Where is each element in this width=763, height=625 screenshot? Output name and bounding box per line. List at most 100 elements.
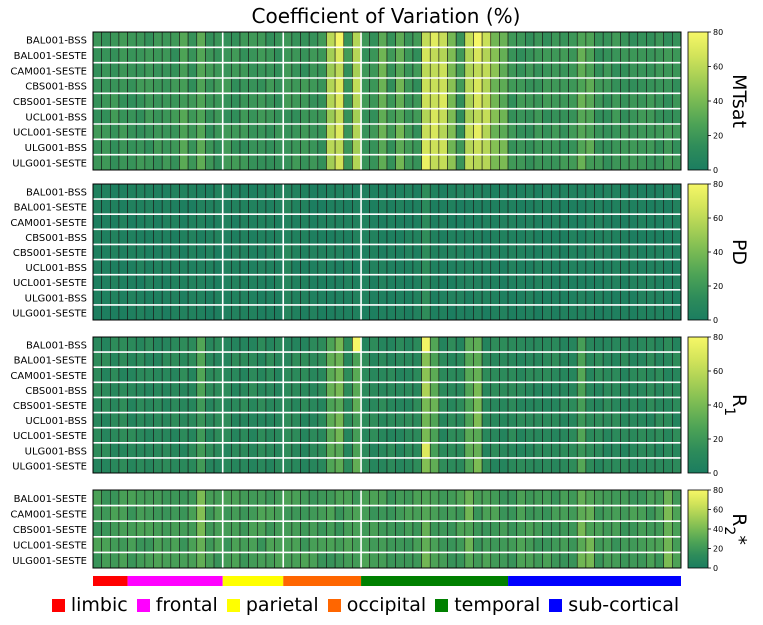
heatmap-cell — [352, 442, 362, 459]
heatmap-cell — [568, 198, 578, 215]
heatmap-cell — [602, 123, 613, 140]
heatmap-cell — [326, 412, 336, 428]
heatmap-cell — [127, 289, 137, 306]
heatmap-cell — [135, 213, 146, 230]
heatmap-cell — [516, 304, 526, 321]
heatmap-cell — [602, 366, 613, 383]
heatmap-cell — [533, 336, 543, 353]
heatmap-cell — [550, 336, 561, 353]
heatmap-cell — [274, 62, 284, 79]
heatmap-cell — [248, 31, 258, 48]
heatmap-cell — [213, 427, 224, 444]
heatmap-cell — [646, 520, 656, 538]
heatmap-cell — [507, 213, 518, 230]
heatmap-cell — [317, 505, 327, 522]
heatmap-cell — [464, 229, 474, 245]
heatmap-cell — [205, 77, 215, 94]
heatmap-cell — [92, 154, 102, 171]
heatmap-cell — [473, 397, 483, 413]
heatmap-cell — [499, 93, 509, 109]
heatmap-cell — [507, 274, 518, 291]
heatmap-cell — [395, 154, 405, 171]
heatmap-cell — [602, 304, 613, 321]
heatmap-cell — [499, 505, 509, 522]
heatmap-cell — [239, 412, 249, 428]
heatmap-cell — [170, 412, 180, 428]
heatmap-cell — [620, 47, 630, 63]
heatmap-cell — [326, 108, 336, 125]
heatmap-cell — [334, 397, 345, 413]
heatmap-cell — [533, 520, 543, 538]
heatmap-cell — [135, 139, 146, 155]
heatmap-cell — [490, 366, 500, 383]
heatmap-cell — [585, 427, 595, 444]
heatmap-cell — [153, 77, 163, 94]
heatmap-cell — [438, 442, 448, 459]
heatmap-cell — [274, 123, 284, 140]
heatmap-cell — [403, 77, 414, 94]
heatmap-cell — [542, 505, 552, 522]
heatmap-cell — [490, 108, 500, 125]
heatmap-cell — [602, 62, 613, 79]
heatmap-cell — [187, 536, 198, 553]
heatmap-cell — [144, 397, 154, 413]
heatmap-cell — [378, 427, 388, 444]
heatmap-cell — [533, 62, 543, 79]
heatmap-cell — [291, 412, 301, 428]
heatmap-cell — [550, 427, 561, 444]
heatmap-cell — [654, 552, 665, 569]
heatmap-cell — [464, 274, 474, 291]
heatmap-cell — [291, 108, 301, 125]
heatmap-cell — [663, 442, 673, 459]
heatmap-cell — [334, 489, 345, 506]
heatmap-cell — [611, 244, 621, 260]
heatmap-cell — [663, 139, 673, 155]
heatmap-cell — [205, 366, 215, 383]
heatmap-cell — [205, 536, 215, 553]
heatmap-cell — [447, 123, 457, 140]
heatmap-cell — [559, 154, 569, 171]
heatmap-cell — [464, 139, 474, 155]
heatmap-cell — [92, 397, 102, 413]
heatmap-cell — [282, 93, 293, 109]
heatmap-cell — [161, 520, 172, 538]
heatmap-cell — [300, 351, 310, 368]
legend-item-sub-cortical: sub-cortical — [549, 594, 679, 616]
heatmap-cell — [576, 382, 587, 398]
heatmap-cell — [92, 366, 102, 383]
heatmap-cell — [170, 366, 180, 383]
heatmap-cell — [395, 304, 405, 321]
heatmap-cell — [170, 289, 180, 306]
heatmap-cell — [308, 397, 319, 413]
heatmap-cell — [481, 536, 492, 553]
heatmap-cell — [161, 198, 172, 215]
heatmap-cell — [231, 183, 241, 200]
heatmap-cell — [213, 412, 224, 428]
heatmap-cell — [525, 183, 535, 200]
heatmap-cell — [628, 244, 639, 260]
heatmap-cell — [291, 351, 301, 368]
heatmap-cell — [326, 397, 336, 413]
heatmap-cell — [248, 93, 258, 109]
heatmap-cell — [153, 442, 163, 459]
heatmap-cell — [92, 123, 102, 140]
heatmap-cell — [533, 31, 543, 48]
heatmap-cell — [369, 47, 379, 63]
heatmap-cell — [542, 47, 552, 63]
heatmap-cell — [403, 31, 414, 48]
heatmap-cell — [499, 77, 509, 94]
heatmap-cell — [274, 442, 284, 459]
heatmap-cell — [455, 154, 466, 171]
heatmap-cell — [170, 77, 180, 94]
heatmap-cell — [265, 412, 275, 428]
heatmap-cell — [187, 259, 198, 275]
heatmap-cell — [395, 93, 405, 109]
heatmap-cell — [499, 520, 509, 538]
heatmap-cell — [222, 520, 232, 538]
heatmap-cell — [343, 427, 353, 444]
heatmap-cell — [464, 552, 474, 569]
heatmap-cell — [550, 382, 561, 398]
heatmap-cell — [386, 536, 396, 553]
heatmap-cell — [92, 274, 102, 291]
heatmap-cell — [265, 397, 275, 413]
